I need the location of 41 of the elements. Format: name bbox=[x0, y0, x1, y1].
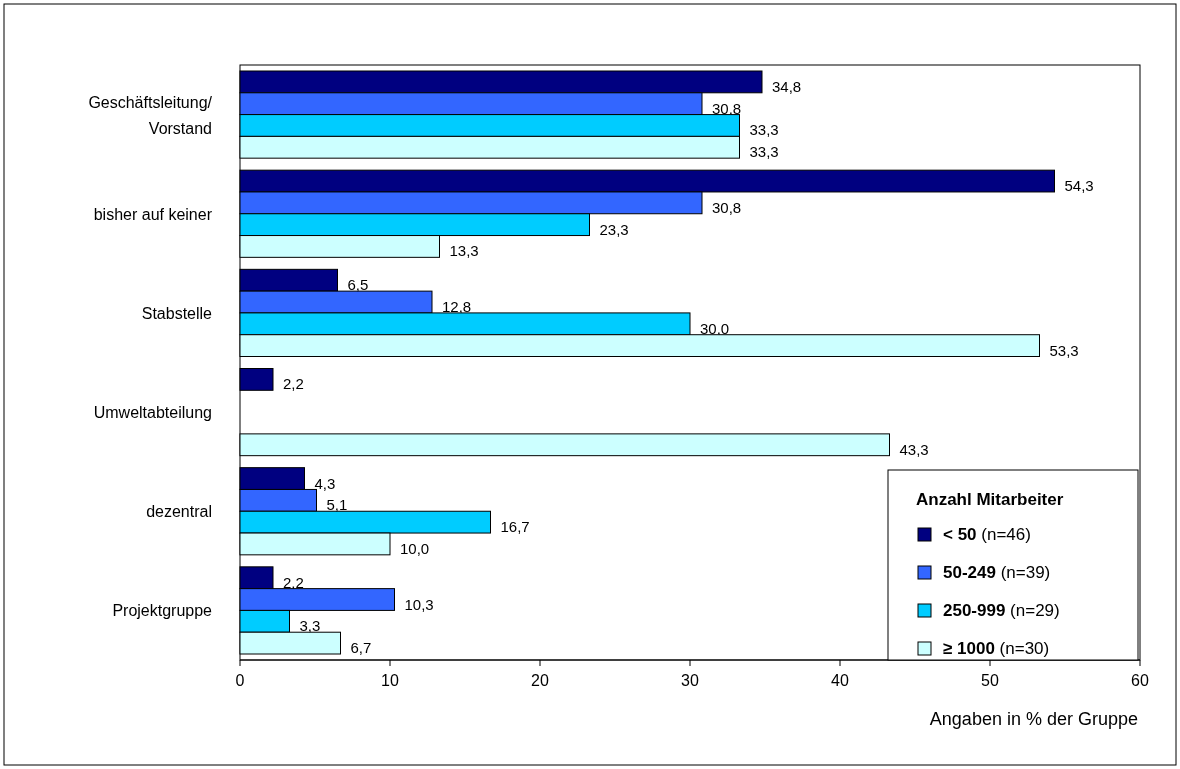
y-tick-label: Stabstelle bbox=[141, 304, 213, 322]
data-label: 12,8 bbox=[442, 298, 472, 316]
data-label: 33,3 bbox=[749, 121, 779, 139]
x-tick-label: 30 bbox=[681, 672, 699, 689]
data-label: 23,3 bbox=[599, 220, 629, 238]
x-tick-label: 10 bbox=[381, 672, 399, 689]
legend-title: Anzahl Mitarbeiter bbox=[916, 490, 1064, 509]
x-tick-label: 0 bbox=[235, 672, 245, 689]
y-tick-label: bisher auf keiner bbox=[93, 205, 213, 223]
data-label: 13,3 bbox=[449, 242, 479, 260]
data-label: 4,3 bbox=[314, 474, 336, 492]
data-label: 16,7 bbox=[500, 518, 530, 536]
legend-label: 250-999 (n=29) bbox=[943, 601, 1060, 620]
data-label: 3,3 bbox=[299, 617, 321, 635]
data-label: 30,8 bbox=[712, 99, 742, 117]
x-axis-title: Angaben in % der Gruppe bbox=[929, 709, 1138, 729]
x-tick-label: 20 bbox=[531, 672, 549, 689]
data-label: 2,2 bbox=[283, 375, 304, 393]
data-label: 5,1 bbox=[326, 496, 348, 514]
data-label: 53,3 bbox=[1049, 341, 1079, 359]
data-label: 6,5 bbox=[347, 276, 369, 294]
data-label: 54,3 bbox=[1064, 177, 1094, 195]
data-label: 10,3 bbox=[404, 595, 434, 613]
legend-label: 50-249 (n=39) bbox=[943, 563, 1051, 582]
y-tick-label: dezentral bbox=[146, 503, 212, 521]
x-tick-label: 40 bbox=[831, 672, 849, 689]
data-label: 30,0 bbox=[700, 319, 730, 337]
data-label: 33,3 bbox=[749, 143, 779, 161]
data-label: 43,3 bbox=[899, 440, 929, 458]
y-tick-label: Projektgruppe bbox=[112, 602, 213, 620]
y-tick-label: Umweltabteilung bbox=[93, 404, 212, 422]
y-tick-label: Geschäftsleitung/ Vorstand bbox=[88, 93, 213, 137]
x-tick-label: 60 bbox=[1131, 672, 1149, 689]
data-label: 6,7 bbox=[350, 639, 372, 657]
data-label: 2,2 bbox=[283, 573, 304, 591]
legend-label: < 50 (n=46) bbox=[943, 525, 1031, 544]
data-label: 30,8 bbox=[712, 198, 742, 216]
legend-label: ≥ 1000 (n=30) bbox=[943, 639, 1050, 658]
x-tick-label: 50 bbox=[981, 672, 999, 689]
data-label: 34,8 bbox=[772, 77, 802, 95]
data-label: 10,0 bbox=[400, 539, 430, 557]
